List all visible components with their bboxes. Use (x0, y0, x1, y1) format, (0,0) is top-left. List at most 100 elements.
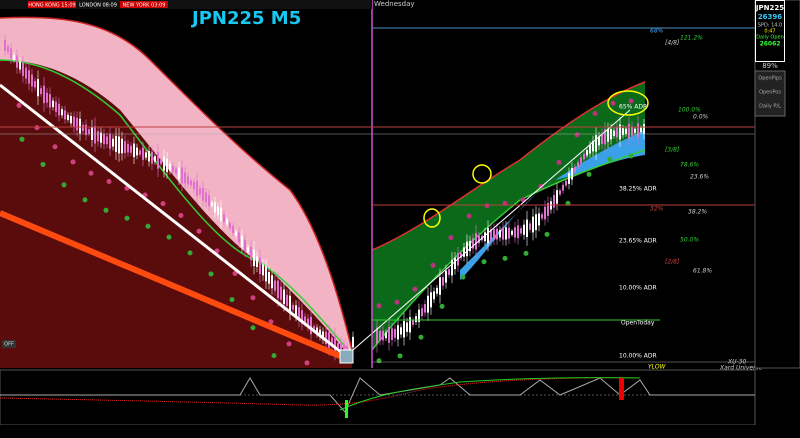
candle (259, 257, 261, 275)
candle (289, 295, 291, 313)
level-label: [4/8] (665, 40, 680, 47)
candle (10, 48, 12, 59)
candle (310, 316, 312, 335)
signal-dot (166, 234, 172, 240)
candle (562, 184, 564, 191)
off-label[interactable]: OFF (4, 342, 14, 348)
candle (70, 116, 72, 124)
candle (181, 167, 183, 184)
open-pips: OpenPips (758, 76, 782, 82)
panel-open: 26062 (760, 41, 781, 48)
candle (613, 130, 615, 136)
candle (625, 128, 627, 135)
candle (151, 151, 153, 164)
candle (190, 180, 192, 186)
candle (388, 326, 390, 343)
signal-dot (250, 295, 256, 301)
level-label: 23.65% ADR (619, 238, 657, 245)
signal-dot (592, 110, 598, 116)
candle (265, 266, 267, 282)
candle (166, 158, 168, 172)
candle (385, 332, 387, 339)
candle (322, 331, 324, 340)
candle (241, 235, 243, 248)
candle (556, 190, 558, 204)
pl-panel (754, 70, 786, 117)
panel-percent: 89% (762, 62, 778, 70)
candle (184, 172, 186, 184)
candle (460, 252, 462, 259)
candle (505, 227, 507, 240)
candle (478, 235, 480, 244)
candle (88, 129, 90, 134)
candle (13, 54, 15, 61)
clock-box (28, 1, 76, 8)
signal-dot (430, 262, 436, 268)
candle (514, 227, 516, 238)
candle (298, 307, 300, 321)
signal-dot (394, 299, 400, 305)
candle (376, 327, 378, 345)
candle (268, 271, 270, 284)
info-panel-inner (756, 1, 784, 61)
candle (331, 337, 333, 347)
candle (568, 172, 570, 184)
candle (427, 295, 429, 313)
candle (622, 128, 624, 136)
candle (250, 246, 252, 261)
candle (577, 162, 579, 168)
upper-band-line (0, 16, 353, 351)
candle (262, 264, 264, 276)
indicator-main (339, 377, 641, 411)
candle (193, 181, 195, 190)
candle (415, 316, 417, 323)
candle (283, 289, 285, 305)
candle (454, 257, 456, 270)
level-label: 38.2% (688, 209, 707, 216)
candle (397, 325, 399, 340)
candle (628, 123, 630, 139)
candle (538, 213, 540, 226)
candle (223, 214, 225, 223)
candle (616, 127, 618, 138)
off-button[interactable] (2, 340, 16, 348)
candle (541, 214, 543, 219)
candle (442, 276, 444, 286)
candle (79, 118, 81, 134)
candle (499, 230, 501, 238)
candle (163, 156, 165, 171)
level-label: 65% ADR (619, 104, 647, 111)
signal-dot (268, 319, 274, 325)
signal-dot (229, 297, 235, 303)
clock-bar (0, 0, 372, 9)
indicator-signal (0, 377, 641, 406)
candle (142, 147, 144, 160)
panel-symbol: JPN225 (755, 4, 784, 12)
candle (523, 224, 525, 235)
candle (205, 192, 207, 203)
candle (496, 228, 498, 240)
lower-band-line (371, 149, 646, 351)
candle (187, 176, 189, 185)
signal-dot (103, 207, 109, 213)
candle (7, 46, 9, 53)
level-label: YLOW (648, 364, 667, 371)
candle (559, 190, 561, 195)
marker-icon (339, 349, 354, 364)
signal-dot (544, 231, 550, 237)
candle (274, 280, 276, 291)
candle (490, 229, 492, 241)
candle (640, 127, 642, 133)
candle (118, 136, 120, 154)
candle (124, 141, 126, 153)
candle (16, 55, 18, 68)
candle (67, 114, 69, 120)
candle (409, 317, 411, 333)
signal-dot (412, 286, 418, 292)
candle (94, 126, 96, 144)
candle (637, 123, 639, 138)
candle (160, 159, 162, 165)
trend-line (345, 109, 631, 357)
candle (607, 129, 609, 142)
signal-dot (145, 223, 151, 229)
